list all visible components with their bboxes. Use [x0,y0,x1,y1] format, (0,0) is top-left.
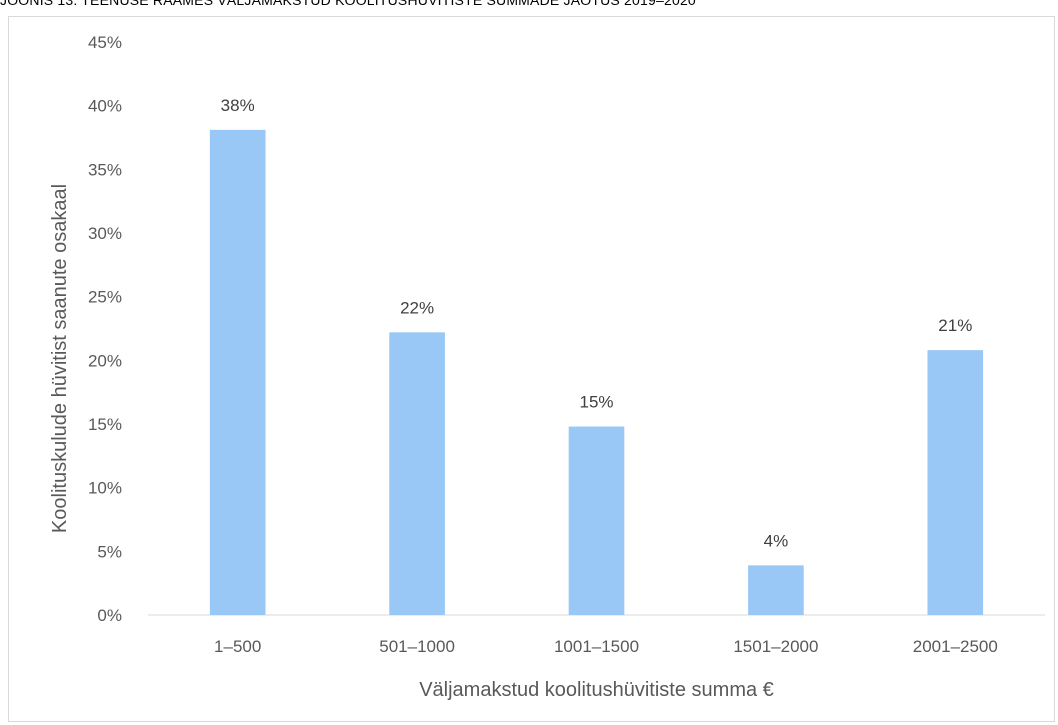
bar [927,350,984,615]
y-tick-label: 25% [88,288,122,307]
y-axis-title: Koolituskulude hüvitist saanute osakaal [49,184,71,533]
bars [209,129,984,616]
data-label: 21% [938,316,972,335]
x-tick-label: 1501–2000 [733,637,818,656]
y-tick-label: 30% [88,224,122,243]
y-tick-label: 20% [88,351,122,370]
y-tick-label: 10% [88,479,122,498]
y-axis-ticks: 0% 5% 10% 15% 20% 25% 30% 35% 40% 45% [88,33,122,625]
x-tick-label: 2001–2500 [913,637,998,656]
data-label: 22% [400,298,434,317]
x-axis-ticks: 1–500 501–1000 1001–1500 1501–2000 2001–2500 [214,637,998,656]
x-tick-label: 501–1000 [379,637,455,656]
y-tick-label: 0% [97,606,122,625]
data-label: 4% [764,531,789,550]
figure-title: JOONIS 13. TEENUSE RAAMES VÄLJAMAKSTUD K… [0,0,696,8]
y-tick-label: 5% [97,542,122,561]
data-label: 15% [579,393,613,412]
chart-frame [8,16,1055,722]
y-tick-label: 15% [88,415,122,434]
bar [209,129,266,616]
data-labels: 38% 22% 15% 4% 21% [221,96,973,550]
y-tick-label: 45% [88,33,122,52]
bar [748,565,804,615]
x-axis-title: Väljamakstud koolitushüvitiste summa € [419,679,774,701]
x-tick-label: 1001–1500 [554,637,639,656]
y-tick-label: 40% [88,97,122,116]
x-tick-label: 1–500 [214,637,261,656]
y-tick-label: 35% [88,160,122,179]
bar [568,426,625,615]
data-label: 38% [221,96,255,115]
bar [389,332,445,615]
